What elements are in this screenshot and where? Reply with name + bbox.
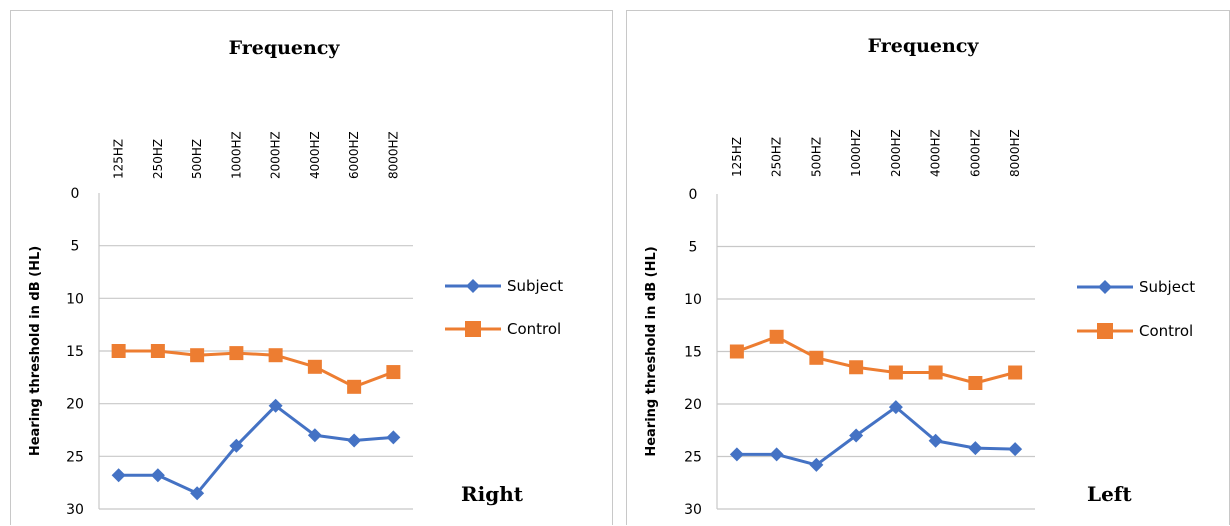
legend-label: Control <box>1139 322 1193 340</box>
data-point-subject <box>111 468 126 483</box>
x-tick-label: 1000HZ <box>229 131 243 179</box>
data-point-control <box>1008 365 1023 380</box>
y-tick-label: 30 <box>684 502 702 518</box>
data-point-subject <box>809 457 824 472</box>
x-tick-label: 4000HZ <box>929 129 943 177</box>
y-tick-label: 0 <box>71 186 80 202</box>
data-point-subject <box>347 433 362 448</box>
data-point-control <box>190 348 205 363</box>
y-tick-label: 20 <box>684 397 702 413</box>
chart-panel-right: Frequency Hearing threshold in dB (HL) 0 5 1… <box>10 10 613 525</box>
data-point-subject <box>888 400 903 415</box>
series-line-subject <box>736 405 1016 467</box>
y-tick-label: 20 <box>66 397 84 413</box>
y-tick-label: 5 <box>71 239 80 255</box>
y-tick-label: 25 <box>66 449 84 465</box>
x-tick-label: 6000HZ <box>968 129 982 177</box>
y-tick-label: 0 <box>689 187 698 203</box>
hearing-chart-right: Frequency Hearing threshold in dB (HL) 0 5 1… <box>28 37 563 518</box>
x-tick-label: 250HZ <box>770 137 784 177</box>
chart-title: Frequency <box>229 37 341 59</box>
chart-panel-left: Frequency Hearing threshold in dB (HL) 0 5 1… <box>626 10 1230 525</box>
data-point-control <box>111 344 126 358</box>
data-point-control <box>928 365 943 380</box>
y-tick-label: 25 <box>684 450 702 466</box>
x-tick-label: 500HZ <box>809 137 823 177</box>
data-point-control <box>968 376 983 390</box>
hearing-chart-left: Frequency Hearing threshold in dB (HL) 0 5 1… <box>644 35 1195 518</box>
data-point-control <box>809 350 824 365</box>
data-point-control <box>888 365 903 380</box>
x-tick-label: 250HZ <box>151 139 165 179</box>
data-point-control <box>347 379 362 394</box>
data-point-control <box>229 346 244 361</box>
y-axis-label: Hearing threshold in dB (HL) <box>644 246 659 456</box>
data-point-subject <box>1008 442 1023 457</box>
x-tick-label: 8000HZ <box>386 131 400 179</box>
data-point-subject <box>229 438 244 453</box>
x-tick-label: 2000HZ <box>889 129 903 177</box>
y-tick-label: 15 <box>684 345 702 361</box>
y-tick-label: 10 <box>684 292 702 308</box>
data-point-control <box>268 348 283 363</box>
data-point-subject <box>769 447 784 462</box>
y-tick-label: 5 <box>689 240 698 256</box>
x-tick-label: 125HZ <box>730 137 744 177</box>
legend-marker <box>1097 323 1113 339</box>
data-point-control <box>150 344 165 358</box>
data-point-subject <box>729 447 744 462</box>
y-tick-label: 30 <box>66 502 84 518</box>
data-point-subject <box>268 398 283 413</box>
legend-label: Subject <box>1139 278 1195 296</box>
legend-marker <box>1098 280 1112 294</box>
x-tick-label: 8000HZ <box>1008 129 1022 177</box>
chart-annotation: Left <box>1087 482 1132 506</box>
x-tick-label: 1000HZ <box>849 129 863 177</box>
data-point-control <box>849 360 864 375</box>
data-point-subject <box>928 433 943 448</box>
x-tick-label: 500HZ <box>190 139 204 179</box>
data-point-subject <box>307 428 322 443</box>
data-point-control <box>769 329 784 344</box>
legend-marker <box>466 279 480 293</box>
x-tick-label: 4000HZ <box>308 131 322 179</box>
chart-annotation: Right <box>461 482 524 506</box>
data-point-subject <box>386 430 401 445</box>
y-axis-label: Hearing threshold in dB (HL) <box>28 246 43 456</box>
data-point-subject <box>849 428 864 443</box>
data-point-control <box>307 359 322 374</box>
data-point-control <box>386 365 401 380</box>
legend-marker <box>465 321 481 337</box>
series-line-subject <box>118 404 394 495</box>
data-point-subject <box>190 486 205 501</box>
x-tick-label: 2000HZ <box>269 131 283 179</box>
chart-title: Frequency <box>868 35 980 57</box>
data-point-subject <box>968 441 983 456</box>
x-tick-label: 6000HZ <box>347 131 361 179</box>
data-point-control <box>729 344 744 359</box>
data-point-subject <box>150 468 165 483</box>
x-tick-label: 125HZ <box>112 139 126 179</box>
legend-label: Control <box>507 320 561 338</box>
y-tick-label: 15 <box>66 344 84 360</box>
y-tick-label: 10 <box>66 291 84 307</box>
legend-label: Subject <box>507 277 563 295</box>
